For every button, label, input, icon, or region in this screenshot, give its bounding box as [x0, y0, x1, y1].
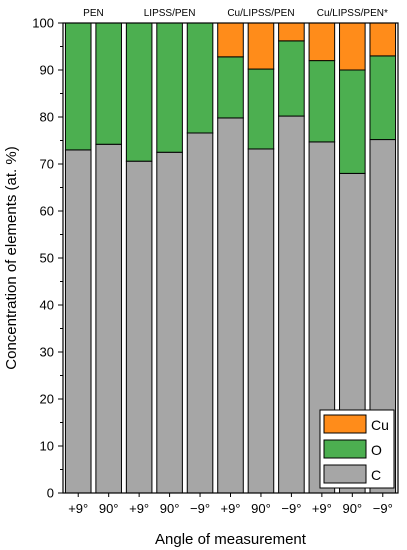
legend-swatch-o	[323, 439, 367, 459]
group-labels: PEN LIPSS/PEN Cu/LIPSS/PEN Cu/LIPSS/PEN*	[83, 8, 388, 19]
group-label-lipss-pen: LIPSS/PEN	[144, 8, 196, 19]
legend-label-cu: Cu	[371, 417, 389, 433]
legend-swatch-c	[323, 464, 367, 484]
x-tick-label: +9°	[68, 501, 88, 516]
y-axis: 0 10 20 30 40 50 60 70 80 90 100	[32, 16, 63, 501]
bar-segment-c-1	[95, 143, 122, 494]
group-label-cu-lipss-pen: Cu/LIPSS/PEN*	[317, 8, 388, 19]
legend-label-o: O	[371, 442, 382, 458]
group-label-pen: PEN	[83, 8, 104, 19]
x-tick-label: −9°	[373, 501, 393, 516]
bar-segment-c-6	[247, 148, 275, 494]
legend-swatch-cu	[323, 414, 367, 434]
x-tick-label: +9°	[312, 501, 332, 516]
bar-segment-c-3	[156, 151, 183, 494]
x-tick-label: +9°	[220, 501, 240, 516]
legend-label-c: C	[371, 467, 381, 483]
bar-segment-o-7	[278, 40, 305, 117]
x-tick-label: −9°	[190, 501, 210, 516]
y-tick-label: 60	[40, 204, 54, 219]
x-tick-label: 90°	[160, 501, 180, 516]
bar-segment-o-2	[125, 22, 153, 162]
y-tick-label: 90	[40, 63, 54, 78]
bar-segment-cu-7	[278, 22, 305, 42]
x-tick-label: 90°	[251, 501, 271, 516]
legend: Cu OC	[319, 409, 395, 489]
x-tick-label: 90°	[99, 501, 119, 516]
bar-segment-o-10	[369, 55, 397, 141]
bar-segment-cu-6	[247, 22, 275, 70]
x-tick-label: +9°	[129, 501, 149, 516]
bar-segment-o-8	[308, 60, 336, 143]
bar-segment-c-4	[186, 132, 214, 494]
bar-segment-o-4	[186, 22, 214, 134]
y-tick-label: 10	[40, 439, 54, 454]
x-axis: +9° 90° +9° 90° −9° +9° 90° −9° +9° 90° −9°	[68, 493, 393, 516]
x-tick-label: −9°	[281, 501, 301, 516]
bar-segment-cu-10	[369, 22, 397, 57]
y-tick-label: 0	[47, 486, 54, 501]
y-tick-label: 100	[32, 16, 54, 31]
y-tick-label: 50	[40, 251, 54, 266]
y-tick-label: 80	[40, 110, 54, 125]
bar-segment-cu-8	[308, 22, 336, 62]
group-label-cu-lipss-pen: Cu/LIPSS/PEN	[227, 8, 294, 19]
bar-segment-o-6	[247, 68, 275, 150]
bar-segment-c-0	[64, 149, 92, 494]
y-tick-label: 40	[40, 298, 54, 313]
y-tick-label: 20	[40, 392, 54, 407]
x-axis-title: Angle of measurement	[155, 531, 307, 548]
bar-segment-cu-9	[339, 22, 366, 71]
bar-segment-c-2	[125, 160, 153, 494]
bar-segment-o-1	[95, 22, 122, 145]
y-tick-label: 70	[40, 157, 54, 172]
bar-segment-o-3	[156, 22, 183, 153]
y-tick-label: 30	[40, 345, 54, 360]
y-axis-title: Concentration of elements (at. %)	[3, 146, 20, 369]
bar-segment-o-5	[217, 56, 244, 119]
bar-segment-c-5	[217, 117, 244, 494]
x-tick-label: 90°	[342, 501, 362, 516]
bar-segment-o-0	[64, 22, 92, 151]
bar-segment-cu-5	[217, 22, 244, 58]
bar-segment-c-7	[278, 115, 305, 494]
bar-segment-o-9	[339, 69, 366, 174]
